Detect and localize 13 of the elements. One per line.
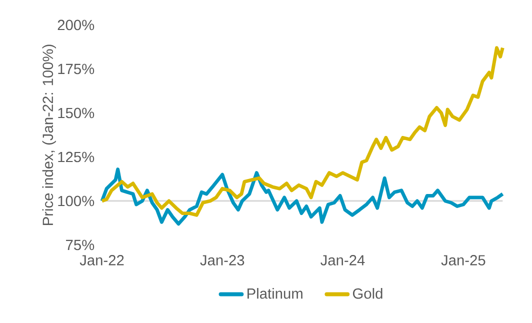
legend-label: Gold	[352, 288, 382, 299]
x-tick-label: Jan-24	[320, 255, 365, 266]
y-tick-label: 125%	[58, 152, 94, 162]
legend-label: Platinum	[248, 288, 302, 299]
y-axis-title: Price index, (Jan-22: 100%)	[42, 44, 56, 225]
y-tick-label: 150%	[58, 108, 94, 118]
y-tick-label: 175%	[58, 64, 94, 74]
y-tick-label: 75%	[66, 240, 94, 250]
x-tick-label: Jan-23	[200, 255, 244, 266]
x-tick-label: Jan-25	[441, 255, 486, 266]
y-tick-label: 200%	[58, 20, 94, 30]
x-tick-label: Jan-22	[80, 255, 124, 266]
y-tick-label: 100%	[58, 196, 94, 206]
